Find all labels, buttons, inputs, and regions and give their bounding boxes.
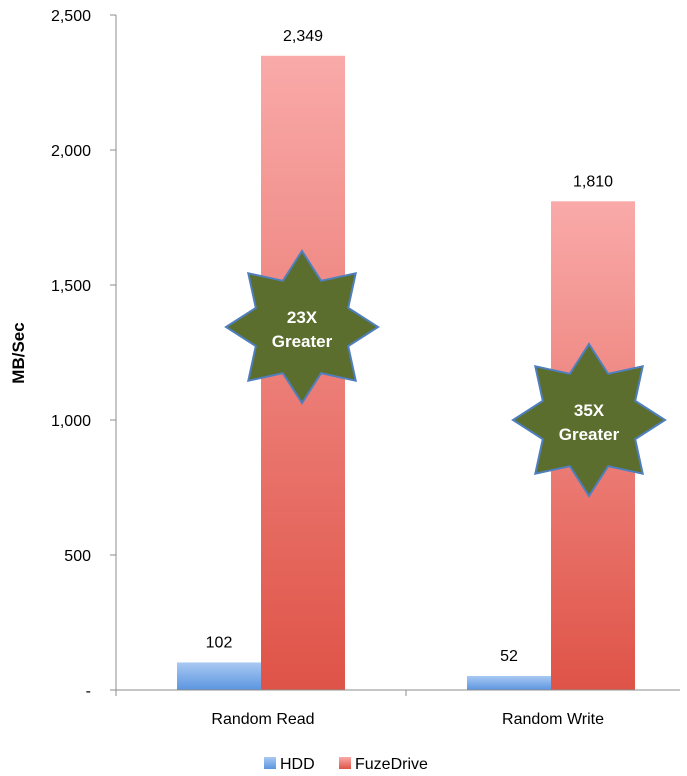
legend-swatch-hdd	[264, 757, 276, 769]
data-label: 1,810	[573, 173, 613, 190]
data-label: 102	[206, 634, 233, 651]
badge-text: Greater	[272, 332, 333, 351]
y-tick-label: 1,000	[51, 413, 91, 430]
y-axis-title: MB/Sec	[9, 322, 28, 383]
legend-swatch-fuzedrive	[339, 757, 351, 769]
legend-label: HDD	[280, 756, 315, 773]
y-tick-label: 2,000	[51, 143, 91, 160]
y-tick-label: -	[86, 683, 91, 700]
badge-text: Greater	[559, 425, 620, 444]
y-tick-label: 1,500	[51, 278, 91, 295]
badge-multiplier: 23X	[287, 308, 318, 327]
bar-hdd-1	[467, 675, 551, 690]
data-label: 2,349	[283, 28, 323, 45]
y-tick-label: 2,500	[51, 8, 91, 25]
legend: HDD FuzeDrive	[264, 756, 428, 773]
x-tick-label: Random Write	[502, 711, 604, 728]
legend-label: FuzeDrive	[355, 756, 428, 773]
data-label: 52	[500, 648, 518, 665]
starburst-badge	[224, 249, 380, 405]
labels-layer: 102 2,349 Random Read 52 1,810 Random Write - 5…	[51, 8, 613, 728]
badge-multiplier: 35X	[574, 401, 605, 420]
x-tick-label: Random Read	[211, 711, 314, 728]
starburst-badge	[511, 342, 667, 498]
annotations-layer: 23X Greater 35X Greater	[224, 249, 667, 498]
bar-hdd-0	[177, 662, 261, 690]
axes-layer	[110, 14, 680, 696]
y-tick-label: 500	[64, 548, 91, 565]
